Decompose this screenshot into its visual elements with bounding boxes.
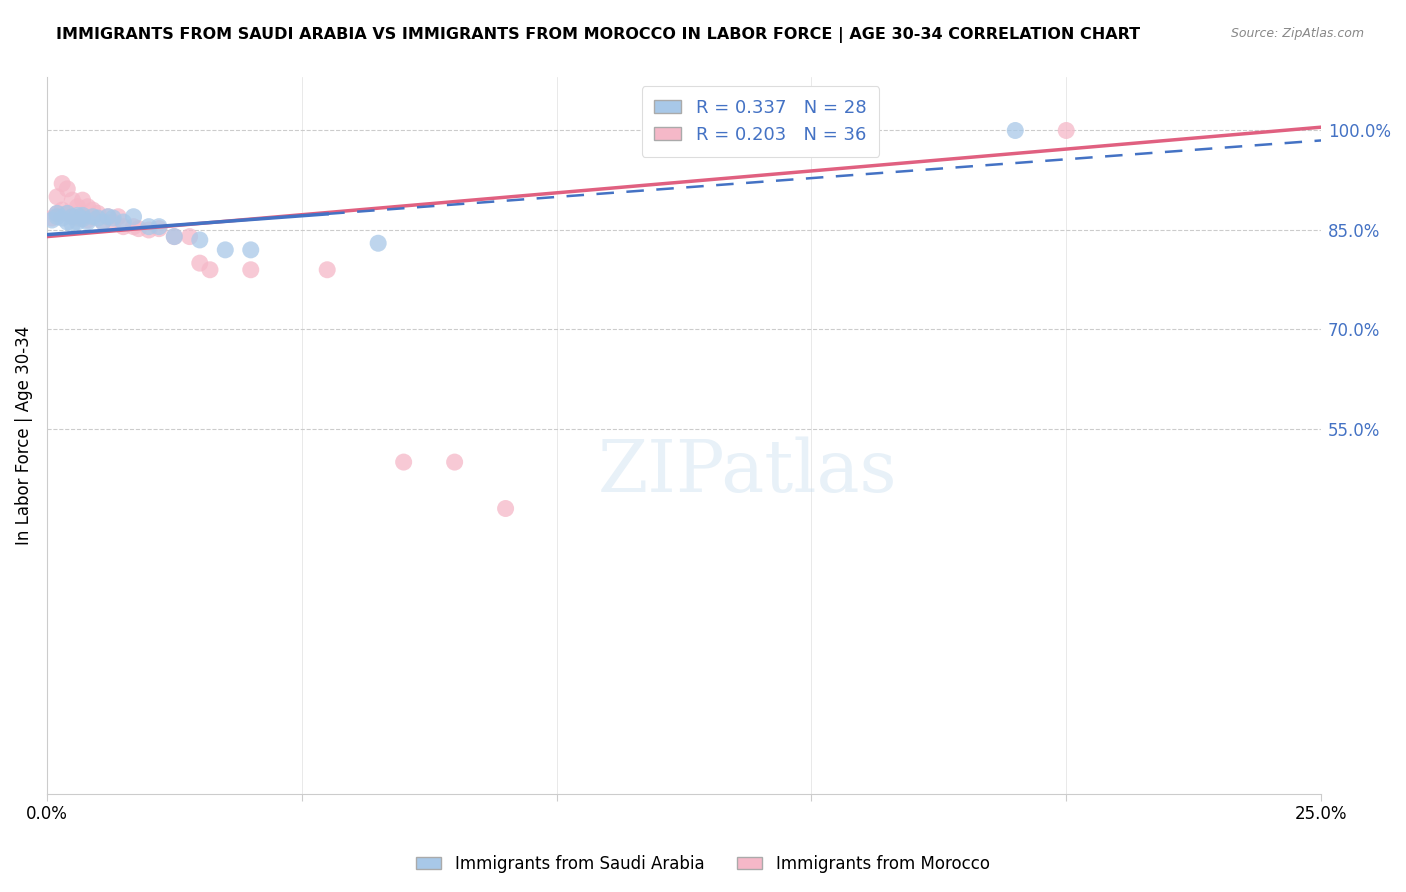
Point (56, 206, 79, 220)
Point (46, 206, 69, 220)
Point (91, 215, 114, 229)
Point (97, 210, 120, 224)
Point (138, 223, 160, 237)
Point (163, 229, 186, 244)
Point (41, 213, 63, 227)
Point (316, 262, 339, 277)
Point (76, 215, 98, 229)
Point (122, 219, 145, 234)
Point (443, 455, 465, 469)
Point (60, 210, 83, 224)
Text: IMMIGRANTS FROM SAUDI ARABIA VS IMMIGRANTS FROM MOROCCO IN LABOR FORCE | AGE 30-: IMMIGRANTS FROM SAUDI ARABIA VS IMMIGRAN… (56, 27, 1140, 43)
Point (198, 262, 221, 277)
Point (1054, 123, 1077, 137)
Point (76, 200, 98, 214)
Point (148, 221, 170, 235)
Point (66, 200, 89, 214)
Point (122, 210, 145, 224)
Point (46, 190, 69, 204)
Point (367, 236, 389, 251)
Point (107, 210, 129, 224)
Point (72, 193, 94, 207)
Point (97, 210, 120, 224)
Y-axis label: In Labor Force | Age 30-34: In Labor Force | Age 30-34 (15, 326, 32, 545)
Point (87, 211, 110, 225)
Point (51, 177, 73, 191)
Point (46, 206, 69, 220)
Point (56, 182, 79, 196)
Legend: Immigrants from Saudi Arabia, Immigrants from Morocco: Immigrants from Saudi Arabia, Immigrants… (409, 848, 997, 880)
Point (41, 211, 63, 225)
Point (214, 243, 236, 257)
Point (66, 208, 89, 222)
Point (72, 211, 94, 226)
Point (76, 213, 98, 227)
Point (392, 455, 415, 469)
Point (60, 210, 83, 224)
Point (163, 229, 186, 244)
Point (101, 211, 124, 225)
Point (239, 262, 262, 277)
Point (56, 215, 79, 229)
Point (60, 218, 83, 232)
Point (112, 219, 135, 234)
Point (66, 211, 89, 225)
Point (60, 193, 83, 207)
Point (72, 210, 94, 224)
Point (128, 221, 150, 235)
Point (87, 206, 110, 220)
Point (179, 229, 201, 244)
Point (66, 215, 89, 229)
Point (72, 208, 94, 222)
Point (138, 219, 160, 234)
Text: Source: ZipAtlas.com: Source: ZipAtlas.com (1230, 27, 1364, 40)
Point (112, 215, 135, 229)
Point (148, 219, 170, 234)
Point (51, 211, 73, 225)
Point (101, 215, 124, 229)
Point (82, 210, 104, 224)
Legend: R = 0.337   N = 28, R = 0.203   N = 36: R = 0.337 N = 28, R = 0.203 N = 36 (641, 87, 879, 157)
Point (239, 243, 262, 257)
Point (188, 233, 211, 247)
Point (495, 501, 517, 516)
Point (82, 203, 104, 218)
Point (1004, 123, 1026, 137)
Point (91, 215, 114, 229)
Point (188, 256, 211, 270)
Point (56, 206, 79, 220)
Point (46, 210, 69, 224)
Point (51, 203, 73, 218)
Text: ZIPatlas: ZIPatlas (598, 436, 897, 507)
